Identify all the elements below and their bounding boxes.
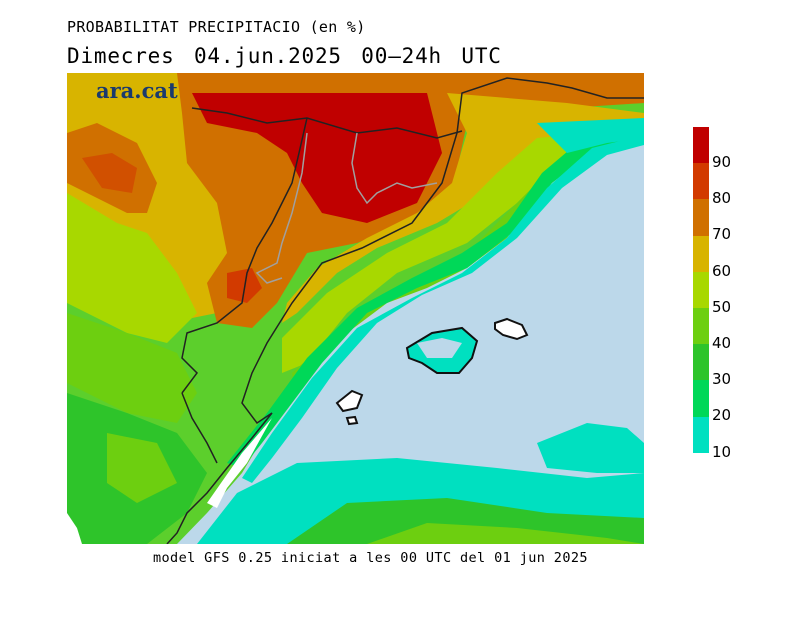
northeast-sea-cyan [537,118,644,153]
southwest-green-patch [107,433,177,503]
southeast-cyan-blob [537,423,644,473]
legend-band [693,235,709,272]
legend-label: 80 [712,189,732,208]
aragon-border [181,117,308,394]
precipitation-map [67,73,644,544]
mallorca-center [417,338,462,358]
legend-label: 60 [712,261,732,280]
legend-label: 50 [712,297,732,316]
east-yellow-band [282,93,644,323]
legend-band [693,416,709,453]
map-title: PROBABILITAT PRECIPITACIO (en %) [67,18,366,36]
legend-label: 10 [712,442,732,461]
south-sea-light-green [367,523,644,544]
model-footer: model GFS 0.25 iniciat a les 00 UTC del … [153,550,588,566]
coastal-cyan-fringe [227,123,644,468]
legend-label: 90 [712,153,732,171]
valencia-border [181,392,218,464]
legend-label: 40 [712,334,732,352]
catalan-province-border [351,132,438,205]
northeast-red-zone [192,93,442,223]
coastline [166,77,644,544]
legend-label: 70 [712,225,732,244]
west-green-zone [67,313,197,423]
valencia-coast-mask [207,418,272,508]
formentera-island [345,415,359,426]
catalan-province-border-2 [255,132,308,284]
sea-area [177,133,644,544]
ibiza-island [335,389,364,413]
southwest-corner-mask [67,513,82,544]
legend-label: 20 [712,406,732,425]
legend-band [693,380,709,417]
legend-label: 30 [712,370,732,389]
ara-cat-logo[interactable]: ara.cat [96,78,178,103]
legend-band [693,163,709,200]
west-red-spot [82,153,137,193]
legend-band [693,199,709,236]
color-legend: 90 80 70 60 50 40 30 20 10 [693,127,731,461]
legend-band [693,127,709,164]
france-border [191,107,463,139]
map-subtitle: Dimecres 04.jun.2025 00—24h UTC [67,44,502,68]
legend-band [693,344,709,381]
west-lime-zone [67,193,197,343]
menorca-island [494,317,529,341]
legend-band [693,271,709,308]
legend-band [693,307,709,345]
